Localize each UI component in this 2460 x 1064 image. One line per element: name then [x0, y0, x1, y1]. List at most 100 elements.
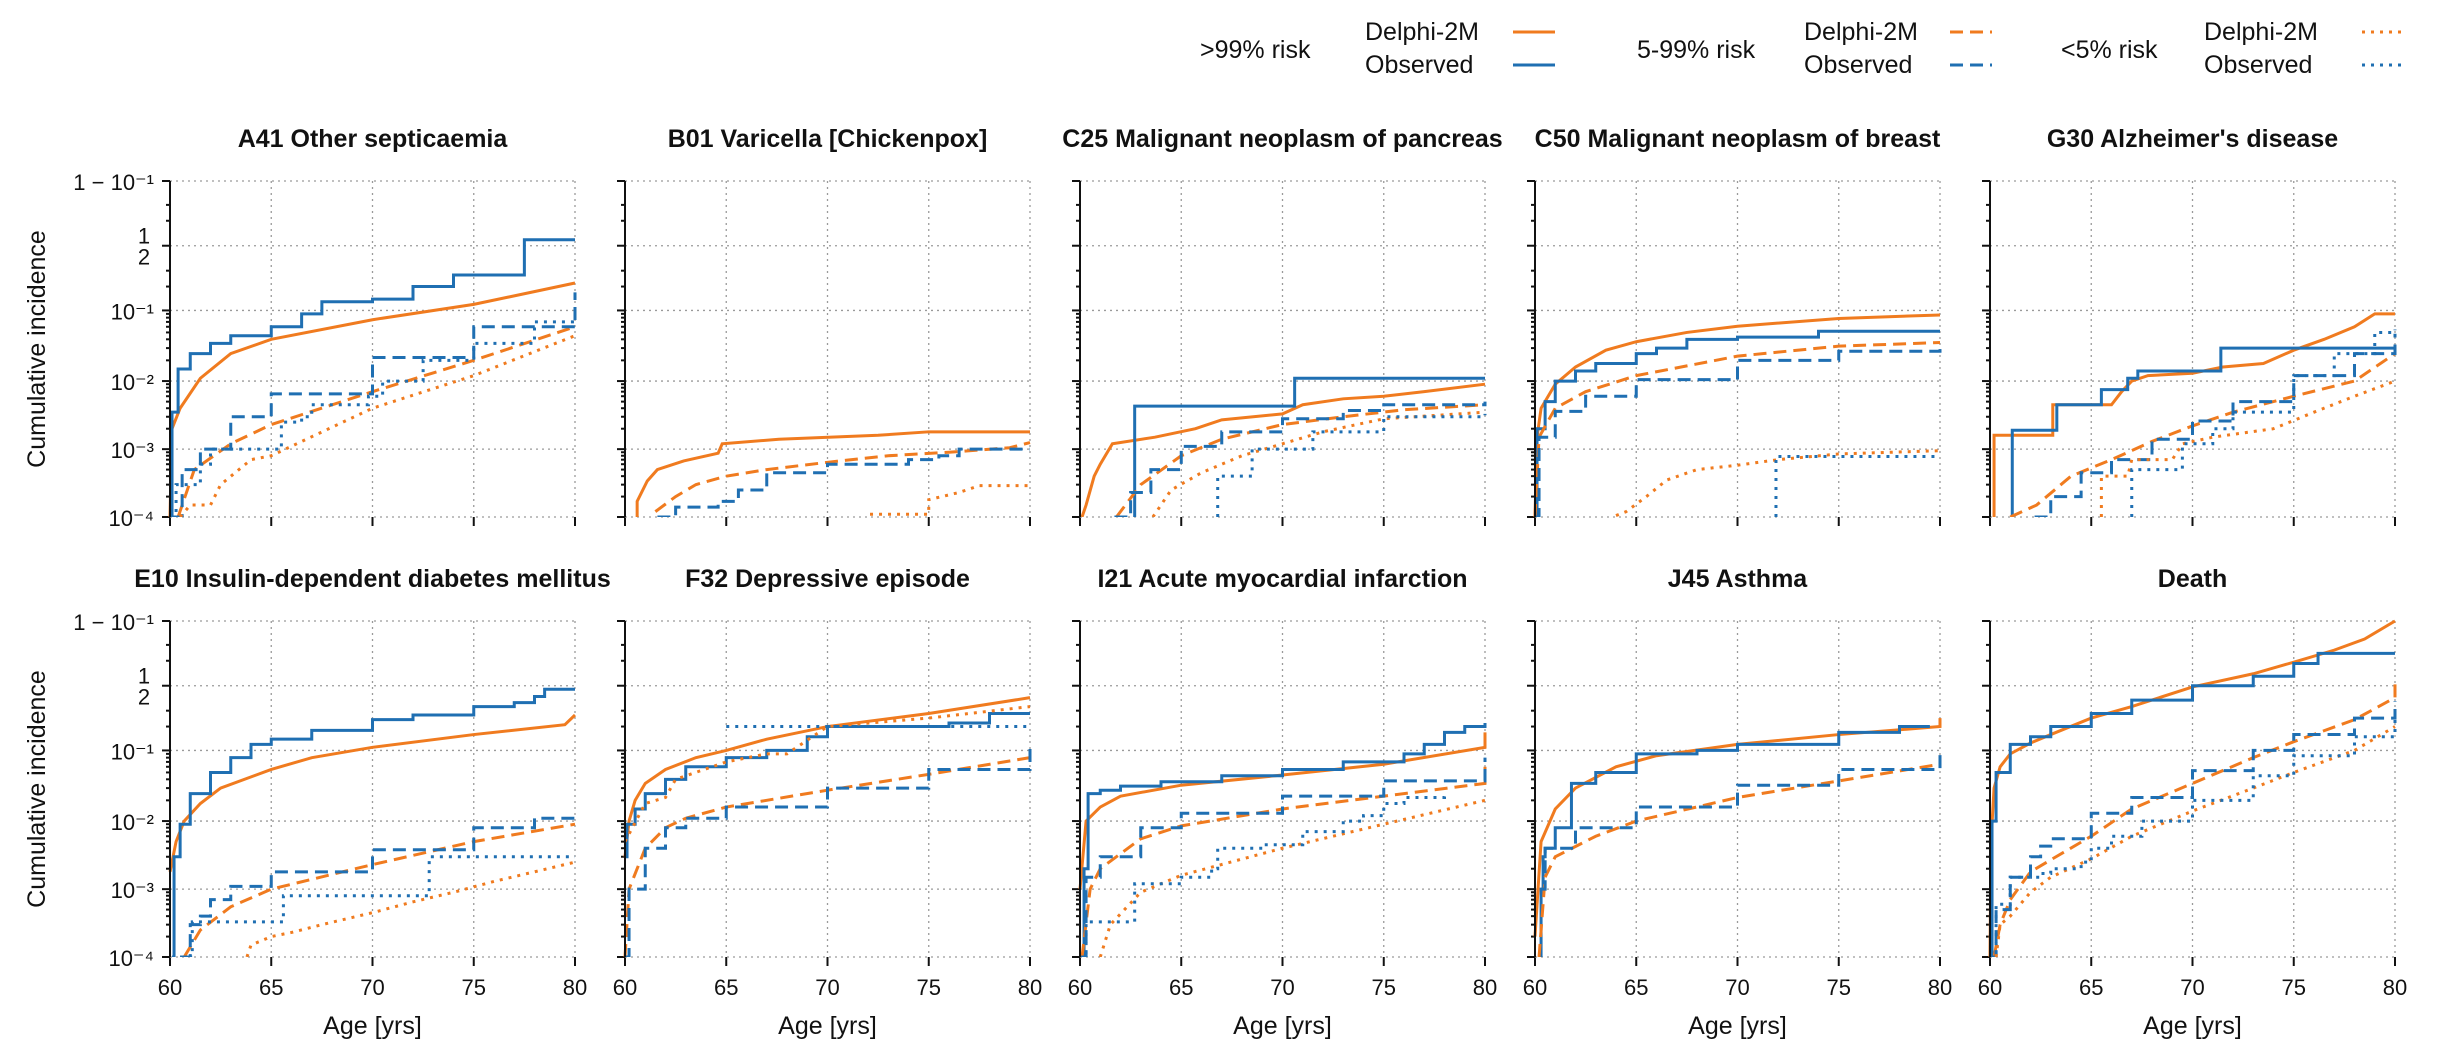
series-group — [1988, 619, 2397, 957]
legend-entry-label: Observed — [1804, 51, 1912, 79]
series-observed-dashed — [625, 747, 1032, 957]
series-observed-dashed — [1535, 349, 1942, 517]
x-tick-label: 70 — [1725, 975, 1749, 1000]
y-tick-label: 10⁻¹ — [111, 299, 154, 324]
panel-3: C25 Malignant neoplasm of pancreas — [1062, 125, 1503, 526]
series-group — [1080, 376, 1487, 517]
panel-title: C25 Malignant neoplasm of pancreas — [1062, 125, 1502, 153]
x-tick-label: 80 — [2383, 975, 2407, 1000]
series-observed-dashed — [2034, 333, 2397, 517]
x-tick-label: 75 — [2282, 975, 2306, 1000]
x-tick-label: 80 — [1928, 975, 1952, 1000]
x-tick-label: 80 — [1018, 975, 1042, 1000]
x-tick-label: 65 — [714, 975, 738, 1000]
series-observed-solid — [1990, 651, 2395, 957]
series-delphi-2m-dotted — [1098, 798, 1486, 957]
y-tick-label: 10⁻³ — [111, 878, 154, 903]
series-observed-solid — [172, 687, 575, 957]
x-tick-label: 75 — [462, 975, 486, 1000]
panel-title: Death — [2158, 565, 2227, 593]
y-tick-label-numerator: 1 — [138, 664, 150, 689]
panel-1: A41 Other septicaemia 1 − 10⁻¹ 12 10⁻¹ 10⁻² 1… — [23, 125, 577, 531]
legend-entry-label: Delphi-2M — [1804, 18, 1918, 46]
legend-entry-label: Observed — [2204, 51, 2312, 79]
series-group — [635, 430, 1031, 517]
series-delphi-2m-dotted — [1994, 725, 2396, 957]
y-tick-label: 10⁻³ — [111, 438, 154, 463]
series-observed-solid — [625, 712, 1030, 859]
x-tick-label: 70 — [815, 975, 839, 1000]
series-group — [1533, 313, 1942, 517]
series-delphi-2m-solid — [1992, 312, 2395, 517]
x-tick-label: 65 — [1624, 975, 1648, 1000]
series-group — [168, 687, 577, 957]
series-observed-solid — [1133, 376, 1485, 517]
x-tick-label: 70 — [2180, 975, 2204, 1000]
series-group — [1078, 722, 1487, 957]
panel-title: A41 Other septicaemia — [238, 125, 509, 153]
series-observed-solid — [170, 238, 575, 517]
series-observed-dashed — [1080, 757, 1487, 957]
panel-5: G30 Alzheimer's disease — [1982, 125, 2397, 526]
x-tick-label: 70 — [360, 975, 384, 1000]
panel-title: F32 Depressive episode — [685, 565, 970, 593]
legend-group-label: 5-99% risk — [1637, 36, 1756, 64]
series-observed-dotted — [1990, 718, 2397, 957]
series-delphi-2m-dotted — [178, 334, 576, 517]
x-tick-label: 60 — [158, 975, 182, 1000]
series-observed-dotted — [1080, 794, 1446, 957]
series-observed-dashed — [1114, 401, 1487, 517]
series-observed-dotted — [180, 855, 575, 957]
series-group — [1533, 718, 1942, 957]
series-delphi-2m-solid — [168, 281, 576, 517]
series-delphi-2m-solid — [1080, 382, 1486, 517]
series-delphi-2m-dashed — [1992, 679, 2397, 957]
x-tick-label: 60 — [1523, 975, 1547, 1000]
legend: >99% risk Delphi-2M Observed 5-99% risk Delp… — [1200, 18, 2404, 79]
panel-10: Death 60 65 70 75 80 Age [yrs] — [1978, 565, 2407, 1040]
series-observed-dashed — [657, 447, 1030, 517]
x-tick-label: 65 — [259, 975, 283, 1000]
series-delphi-2m-dotted — [1615, 449, 1941, 517]
panel-title: E10 Insulin-dependent diabetes mellitus — [134, 565, 611, 593]
x-tick-label: 65 — [1169, 975, 1193, 1000]
x-axis-label: Age [yrs] — [2143, 1012, 2242, 1040]
legend-entry-label: Delphi-2M — [1365, 18, 1479, 46]
series-observed-solid — [2010, 346, 2395, 517]
x-tick-label: 60 — [1978, 975, 2002, 1000]
series-delphi-2m-dashed — [623, 756, 1031, 957]
y-tick-label: 10⁻² — [111, 810, 154, 835]
series-delphi-2m-solid — [1078, 732, 1487, 890]
x-tick-label: 60 — [613, 975, 637, 1000]
x-tick-label: 75 — [1827, 975, 1851, 1000]
x-tick-label: 70 — [1270, 975, 1294, 1000]
series-delphi-2m-dashed — [2009, 352, 2396, 517]
panel-4: C50 Malignant neoplasm of breast — [1527, 125, 1942, 526]
x-axis-label: Age [yrs] — [1688, 1012, 1787, 1040]
series-observed-dotted — [1774, 454, 1940, 517]
panel-6: E10 Insulin-dependent diabetes mellitus 6… — [23, 565, 611, 1040]
y-tick-label-denominator: 2 — [138, 245, 150, 270]
series-delphi-2m-dashed — [182, 822, 576, 957]
x-axis-label: Age [yrs] — [1233, 1012, 1332, 1040]
panel-title: C50 Malignant neoplasm of breast — [1535, 125, 1941, 153]
y-tick-label-numerator: 1 — [138, 224, 150, 249]
series-group — [623, 696, 1032, 957]
series-delphi-2m-solid — [623, 696, 1031, 857]
series-delphi-2m-dotted — [623, 705, 1031, 843]
panel-2: B01 Varicella [Chickenpox] — [617, 125, 1031, 526]
y-tick-label: 1 − 10⁻¹ — [73, 610, 154, 635]
y-axis-label: Cumulative incidence — [23, 230, 51, 468]
y-tick-label: 10⁻⁴ — [108, 946, 154, 971]
legend-entry-label: Delphi-2M — [2204, 18, 2318, 46]
x-tick-label: 65 — [2079, 975, 2103, 1000]
series-group — [168, 238, 577, 517]
series-observed-dotted — [172, 313, 577, 517]
panel-title: J45 Asthma — [1668, 565, 1809, 593]
legend-group-label: <5% risk — [2061, 36, 2158, 64]
legend-group-label: >99% risk — [1200, 36, 1311, 64]
y-tick-label: 1 − 10⁻¹ — [73, 170, 154, 195]
x-tick-label: 75 — [917, 975, 941, 1000]
series-delphi-2m-solid — [635, 430, 1030, 517]
